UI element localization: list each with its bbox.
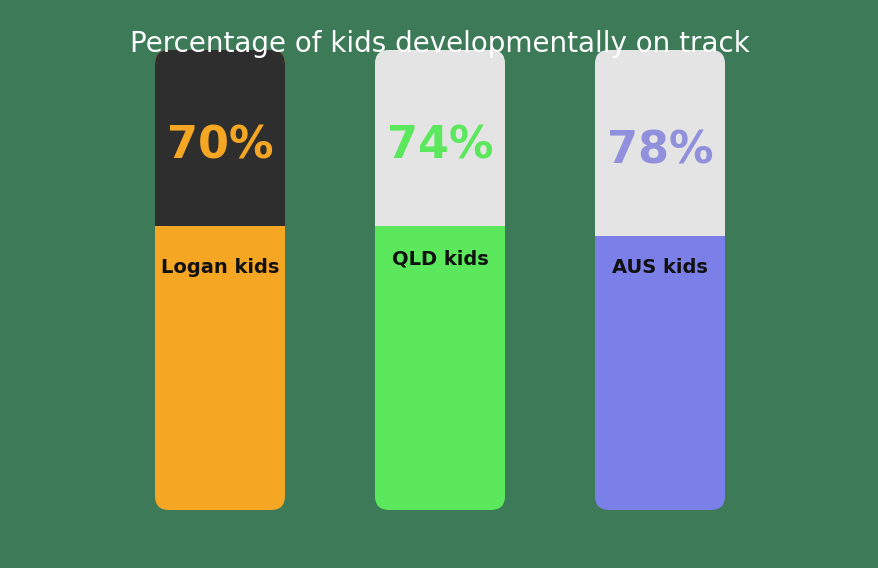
- Text: 78%: 78%: [606, 130, 712, 173]
- FancyBboxPatch shape: [594, 50, 724, 234]
- FancyBboxPatch shape: [155, 50, 284, 510]
- Text: 74%: 74%: [386, 124, 493, 168]
- Text: QLD kids: QLD kids: [392, 249, 488, 269]
- FancyBboxPatch shape: [155, 50, 284, 225]
- Text: 70%: 70%: [167, 124, 273, 168]
- Text: Percentage of kids developmentally on track: Percentage of kids developmentally on tr…: [129, 30, 749, 58]
- Text: AUS kids: AUS kids: [611, 258, 707, 277]
- FancyBboxPatch shape: [375, 50, 505, 225]
- FancyBboxPatch shape: [594, 50, 724, 510]
- FancyBboxPatch shape: [375, 50, 505, 510]
- Bar: [155, 137, 284, 226]
- Bar: [375, 137, 505, 226]
- Bar: [594, 142, 724, 236]
- Text: Logan kids: Logan kids: [161, 258, 279, 277]
